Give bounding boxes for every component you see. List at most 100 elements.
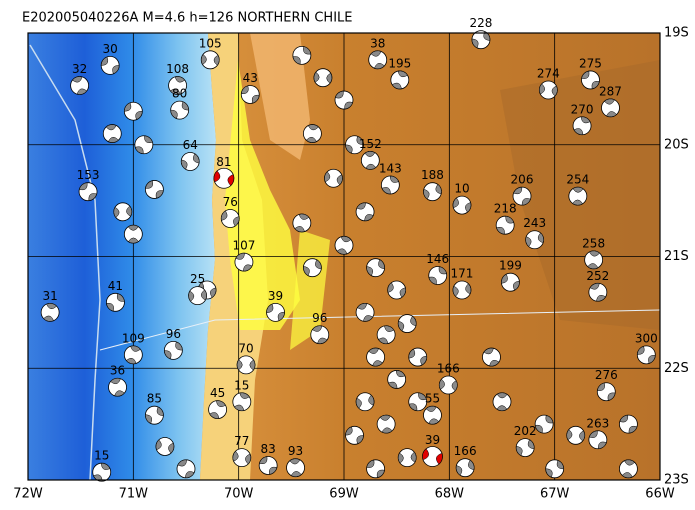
beachball <box>397 448 417 468</box>
beachball <box>213 167 235 189</box>
beachball <box>266 302 285 322</box>
ball-quadrant <box>294 213 310 233</box>
depth-label: 274 <box>537 66 560 80</box>
depth-label: 218 <box>494 202 517 216</box>
beachball <box>572 116 592 136</box>
beachball <box>100 56 120 75</box>
axes: 72W 71W 70W 69W 68W 67W 66W 19S 20S 21S 22S 23S <box>13 26 689 502</box>
ball-quadrant <box>455 459 475 476</box>
ball-quadrant <box>324 171 343 186</box>
depth-label: 287 <box>599 84 622 98</box>
beachball <box>408 392 428 412</box>
beachball <box>545 459 565 479</box>
y-tick-label: 21S <box>664 249 689 264</box>
ball-quadrant <box>604 98 617 118</box>
ball-quadrant <box>452 283 472 297</box>
ball-quadrant <box>220 210 240 227</box>
ball-quadrant <box>181 153 200 170</box>
beachball <box>144 180 164 199</box>
beachball <box>355 302 375 322</box>
ball-quadrant <box>113 205 133 218</box>
ball-quadrant <box>356 202 374 222</box>
beachball <box>292 213 312 233</box>
ball-quadrant <box>289 458 302 477</box>
depth-label: 107 <box>232 239 255 253</box>
beachball <box>240 85 260 104</box>
beachball <box>123 224 143 244</box>
beachball <box>584 250 604 270</box>
y-tick-label: 20S <box>664 137 689 152</box>
ball-quadrant <box>366 259 385 276</box>
ball-quadrant <box>303 259 322 276</box>
depth-label: 38 <box>370 36 385 50</box>
x-tick-label: 72W <box>13 487 43 502</box>
beachball <box>106 292 125 312</box>
beachball <box>428 266 448 285</box>
beachball <box>596 382 616 402</box>
depth-label: 96 <box>166 327 181 341</box>
ball-quadrant <box>155 439 175 454</box>
depth-label: 76 <box>223 195 238 209</box>
depth-label: 166 <box>437 362 460 376</box>
beachball <box>134 135 154 155</box>
depth-label: 228 <box>469 16 492 30</box>
depth-label: 77 <box>234 434 249 448</box>
beachball <box>366 459 386 479</box>
ball-quadrant <box>145 406 164 424</box>
beachball <box>163 340 183 360</box>
depth-label: 55 <box>425 392 440 406</box>
depth-label: 109 <box>122 331 145 345</box>
depth-label: 188 <box>421 168 444 182</box>
depth-label: 206 <box>511 173 534 187</box>
depth-label: 81 <box>216 155 231 169</box>
ball-quadrant <box>127 224 139 244</box>
ball-quadrant <box>43 303 57 322</box>
ball-quadrant <box>306 124 319 143</box>
beachball <box>619 459 638 479</box>
ball-quadrant <box>388 370 406 389</box>
ball-quadrant <box>345 426 364 445</box>
beachball <box>220 209 240 228</box>
beachball <box>568 186 588 206</box>
depth-label: 15 <box>234 378 249 392</box>
x-tick-label: 66W <box>645 487 675 502</box>
ball-quadrant <box>422 448 443 465</box>
beachball <box>345 135 364 155</box>
depth-label: 300 <box>635 331 658 345</box>
ball-quadrant <box>110 377 125 397</box>
beachball <box>438 375 458 395</box>
beachball <box>423 182 442 202</box>
depth-label: 64 <box>183 138 198 152</box>
ball-quadrant <box>515 439 535 456</box>
depth-label: 275 <box>579 56 602 70</box>
ball-quadrant <box>357 303 374 322</box>
ball-quadrant <box>105 124 119 143</box>
depth-label: 15 <box>94 449 109 463</box>
ball-quadrant <box>439 378 458 392</box>
ball-quadrant <box>534 415 554 434</box>
ball-quadrant <box>483 347 500 367</box>
ball-quadrant <box>177 459 195 479</box>
ball-quadrant <box>573 116 591 135</box>
beachball <box>108 377 127 397</box>
x-tick-label: 69W <box>329 487 359 502</box>
beachball <box>286 458 305 478</box>
ball-quadrant <box>336 236 352 255</box>
ball-quadrant <box>525 232 544 247</box>
beachball <box>236 355 256 375</box>
ball-quadrant <box>391 70 408 90</box>
ball-quadrant <box>259 456 278 475</box>
beachball <box>292 45 312 65</box>
beachball <box>501 272 520 292</box>
x-tick-label: 67W <box>540 487 570 502</box>
beachball <box>512 186 532 206</box>
depth-label: 83 <box>261 442 276 456</box>
depth-label: 80 <box>172 87 187 101</box>
ball-quadrant <box>428 266 447 285</box>
beachball <box>123 101 143 121</box>
ball-quadrant <box>588 430 607 450</box>
ball-quadrant <box>621 459 635 479</box>
beachball <box>234 252 254 272</box>
ball-quadrant <box>408 392 427 411</box>
beachball <box>366 258 386 278</box>
